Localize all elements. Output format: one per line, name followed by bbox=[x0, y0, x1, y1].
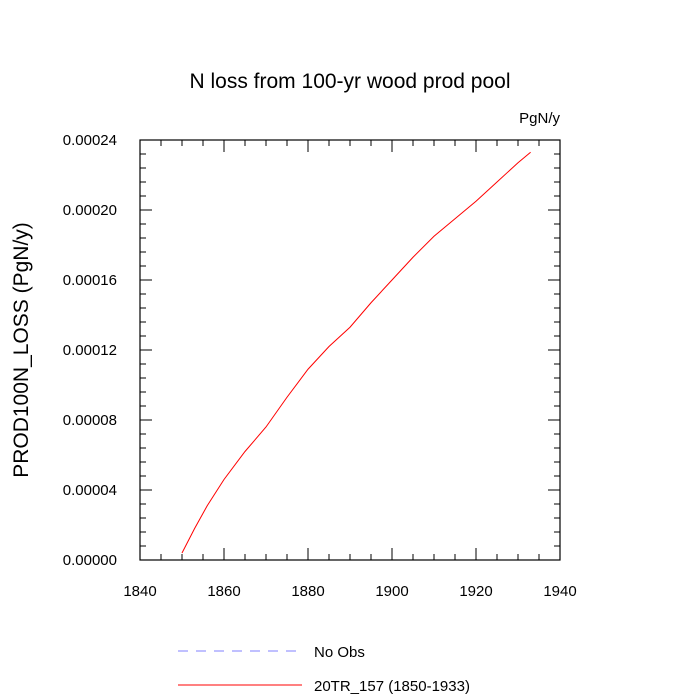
legend-label-0: No Obs bbox=[314, 644, 365, 661]
x-tick-label: 1880 bbox=[291, 583, 324, 600]
x-tick-label: 1900 bbox=[375, 583, 408, 600]
x-tick-label: 1860 bbox=[207, 583, 240, 600]
legend: No Obs 20TR_157 (1850-1933) bbox=[178, 644, 470, 695]
plot-frame bbox=[139, 139, 561, 561]
legend-label-1: 20TR_157 (1850-1933) bbox=[314, 678, 470, 695]
series-line-1 bbox=[181, 151, 531, 554]
x-tick-label: 1840 bbox=[123, 583, 156, 600]
y-tick-label: 0.00000 bbox=[63, 552, 117, 569]
y-axis-label: PROD100N_LOSS (PgN/y) bbox=[10, 222, 33, 478]
y-tick-label: 0.00004 bbox=[63, 482, 117, 499]
y-tick-label: 0.00016 bbox=[63, 272, 117, 289]
x-axis-ticks: 1840 1860 1880 1900 1920 1940 bbox=[123, 140, 577, 600]
y-tick-label: 0.00024 bbox=[63, 132, 117, 149]
units-label: PgN/y bbox=[519, 110, 560, 127]
y-tick-label: 0.00008 bbox=[63, 412, 117, 429]
chart-title: N loss from 100-yr wood prod pool bbox=[190, 70, 511, 93]
y-tick-label: 0.00012 bbox=[63, 342, 117, 359]
x-tick-label: 1940 bbox=[543, 583, 576, 600]
y-tick-label: 0.00020 bbox=[63, 202, 117, 219]
y-axis-ticks: 0.00000 0.00004 0.00008 0.00012 0.00016 0.000… bbox=[63, 132, 560, 569]
x-tick-label: 1920 bbox=[459, 583, 492, 600]
series-layer bbox=[181, 151, 531, 554]
